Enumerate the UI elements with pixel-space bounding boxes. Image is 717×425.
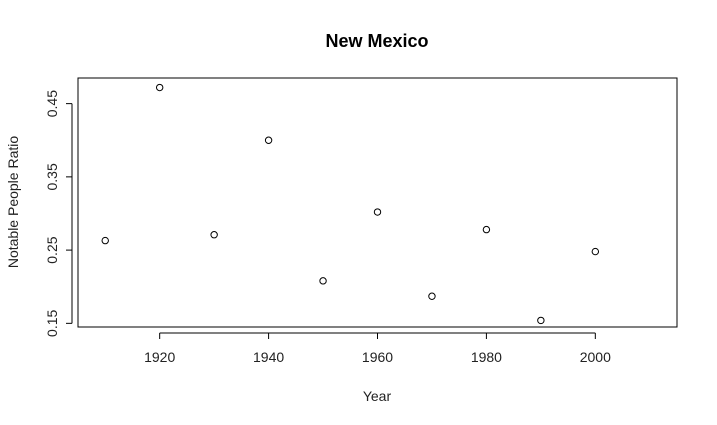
data-point (210, 231, 218, 239)
x-tick-label: 1960 (362, 349, 393, 365)
x-axis-label: Year (363, 388, 392, 404)
data-point (101, 236, 109, 245)
x-tick-label: 1980 (471, 349, 502, 365)
data-point (319, 277, 327, 285)
y-tick-label: 0.35 (44, 163, 60, 190)
x-tick-label: 1940 (253, 349, 284, 365)
x-tick-label: 1920 (144, 349, 175, 365)
y-tick-label: 0.25 (44, 236, 60, 263)
y-tick-label: 0.15 (44, 310, 60, 337)
data-points (101, 83, 600, 325)
x-tick-label: 2000 (580, 349, 611, 365)
y-axis: 0.15 0.25 0.35 0.45 (44, 90, 73, 337)
data-point (482, 225, 491, 234)
data-point (373, 208, 382, 216)
y-tick-label: 0.45 (44, 90, 60, 117)
data-point (591, 247, 600, 256)
data-point (264, 136, 273, 144)
data-point (428, 292, 436, 300)
plot-frame (77, 77, 678, 328)
chart-title: New Mexico (325, 31, 428, 51)
y-axis-label: Notable People Ratio (5, 136, 21, 269)
data-point (537, 316, 545, 325)
x-axis: 1920 1940 1960 1980 2000 (144, 332, 611, 365)
data-point (155, 83, 164, 92)
